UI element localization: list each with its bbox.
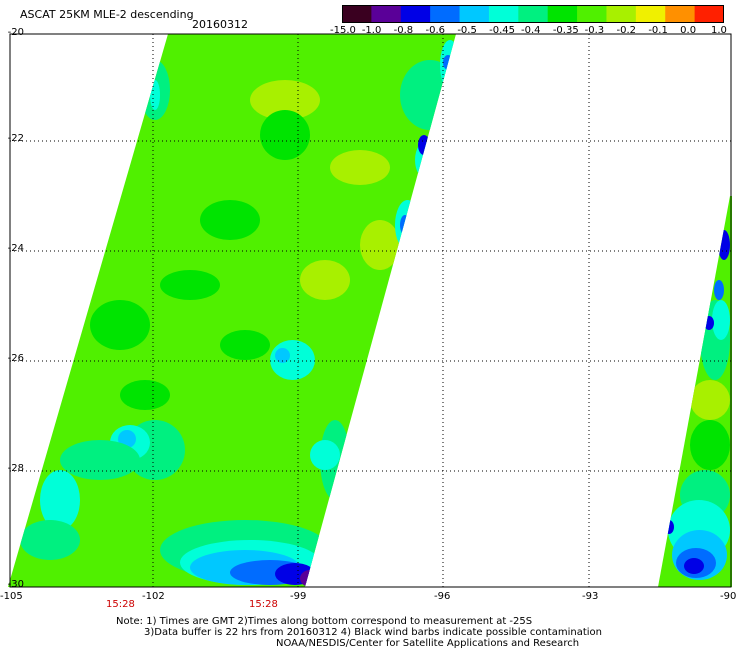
colorbar-tick-label: -0.1 — [648, 25, 668, 36]
colorbar-tick-label: -0.6 — [425, 25, 446, 36]
map-plot — [8, 33, 732, 588]
swath-patch — [718, 230, 730, 260]
swath-patch — [40, 470, 80, 530]
swath-patch — [120, 380, 170, 410]
colorbar-tick-label: -0.3 — [584, 25, 605, 36]
colorbar-swatch — [488, 5, 519, 23]
swath-patch — [160, 270, 220, 300]
swath-patch — [220, 330, 270, 360]
lat-label: -22 — [7, 133, 24, 144]
swath-patch — [395, 200, 420, 250]
map-frame — [9, 33, 732, 588]
colorbar — [342, 5, 724, 23]
swath-patch — [330, 150, 390, 185]
swath-patch — [690, 380, 730, 420]
lat-label: -30 — [7, 579, 24, 590]
lon-label: -93 — [582, 591, 599, 602]
swath-patch — [400, 60, 456, 130]
note-line: NOAA/NESDIS/Center for Satellite Applica… — [276, 638, 580, 649]
swath-patch — [400, 215, 410, 235]
swath-patch — [275, 563, 315, 585]
swath-patch — [712, 300, 730, 340]
colorbar-swatch — [577, 5, 608, 23]
lon-label: -90 — [720, 591, 737, 602]
lon-label: -105 — [0, 591, 23, 602]
map-title: ASCAT 25KM MLE-2 descending — [20, 8, 194, 21]
swath-patch — [300, 570, 320, 587]
colorbar-swatch — [400, 5, 431, 23]
colorbar-tick-label: -0.5 — [457, 25, 477, 36]
swath-patch — [418, 135, 430, 155]
colorbar-border — [342, 5, 724, 23]
time-label: 15:28 — [249, 599, 278, 610]
colorbar-swatch — [694, 5, 724, 23]
lon-label: -96 — [434, 591, 451, 602]
colorbar-swatch — [342, 5, 372, 23]
swath-patch — [275, 348, 290, 363]
lat-label: -24 — [7, 243, 24, 254]
colorbar-tick-label: 1.0 — [711, 25, 727, 36]
swath-patch — [664, 520, 674, 534]
lat-label: -28 — [7, 463, 24, 474]
swath-patch — [200, 200, 260, 240]
colorbar-swatch — [606, 5, 637, 23]
swath-patch — [714, 280, 724, 300]
swath-patch — [150, 80, 160, 110]
map-date: 20160312 — [192, 18, 248, 31]
colorbar-tick-label: -0.45 — [489, 25, 516, 36]
swath-left — [8, 34, 456, 587]
swath-patch — [690, 420, 730, 470]
lat-label: -26 — [7, 353, 24, 364]
swath-patch — [704, 316, 714, 330]
swath-patch — [360, 220, 400, 270]
colorbar-tick-label: -15.0 — [330, 25, 356, 36]
colorbar-swatch — [518, 5, 549, 23]
swath-patch — [30, 520, 70, 560]
colorbar-tick-label: -0.4 — [521, 25, 541, 36]
lat-label: -20 — [7, 27, 24, 38]
swath-right — [658, 196, 732, 587]
swath-patch — [310, 440, 340, 470]
colorbar-swatch — [547, 5, 578, 23]
swath-patch — [260, 110, 310, 160]
lon-label: -102 — [142, 591, 165, 602]
colorbar-tick-label: -0.2 — [616, 25, 637, 36]
graticule — [10, 34, 731, 587]
colorbar-tick-label: -0.8 — [393, 25, 414, 36]
colorbar-tick-label: -0.35 — [552, 25, 579, 36]
swath-patch — [60, 440, 140, 480]
note-line: 3)Data buffer is 22 hrs from 20160312 4)… — [144, 627, 602, 638]
colorbar-swatch — [459, 5, 490, 23]
swath-patch — [300, 260, 350, 300]
swath-patch — [684, 558, 704, 574]
note-line: Note: 1) Times are GMT 2)Times along bot… — [116, 616, 533, 627]
colorbar-swatch — [430, 5, 461, 23]
swath-patch — [250, 80, 320, 120]
colorbar-tick-label: 0.0 — [680, 25, 697, 36]
lon-label: -99 — [290, 591, 307, 602]
colorbar-tick-label: -1.0 — [361, 25, 382, 36]
swath-patch — [443, 55, 453, 70]
colorbar-swatch — [635, 5, 666, 23]
colorbar-swatch — [665, 5, 696, 23]
swath-patch — [90, 300, 150, 350]
colorbar-swatch — [371, 5, 402, 23]
time-label: 15:28 — [106, 599, 135, 610]
